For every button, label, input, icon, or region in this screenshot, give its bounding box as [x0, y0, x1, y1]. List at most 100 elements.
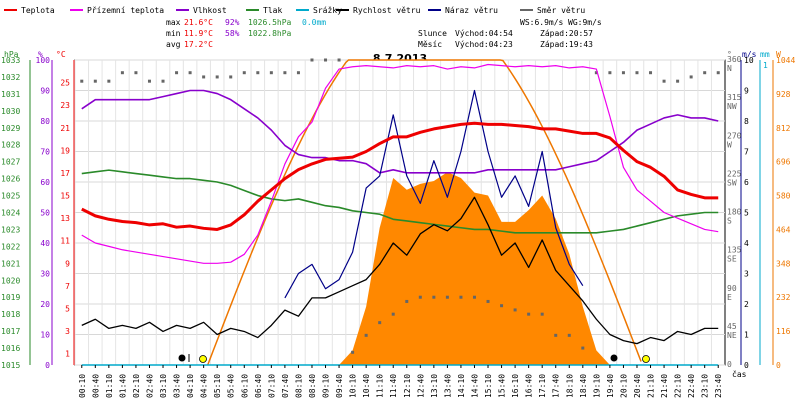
- w-tick-label: 580: [776, 192, 791, 201]
- min-label: min: [166, 29, 181, 38]
- direction-compass-label: S: [727, 217, 732, 226]
- wind-direction-point: [527, 312, 531, 316]
- wind-direction-point: [594, 71, 598, 75]
- x-tick-label: 23:40: [714, 374, 723, 398]
- x-tick-label: 23:10: [701, 374, 710, 398]
- max-label: max: [166, 18, 181, 27]
- x-tick-label: 06:40: [254, 374, 263, 398]
- x-tick-label: 02:10: [132, 374, 141, 398]
- x-tick-label: 19:10: [592, 374, 601, 398]
- hpa-tick-label: 1029: [1, 124, 20, 133]
- x-tick-label: 22:10: [674, 374, 683, 398]
- ms-tick-label: 5: [744, 209, 749, 218]
- wind-direction-point: [649, 71, 653, 75]
- w-tick-label: 232: [776, 293, 791, 302]
- mm-tick-label: 1: [763, 61, 768, 70]
- wind-direction-point: [608, 71, 612, 75]
- hpa-tick-label: 1027: [1, 158, 20, 167]
- x-tick-label: 09:40: [335, 374, 344, 398]
- axis-units: hPa % °C ° m/s mm W čas: [4, 50, 781, 379]
- hpa-tick-label: 1028: [1, 141, 20, 150]
- x-tick-label: 03:10: [159, 374, 168, 398]
- hpa-tick-label: 1020: [1, 276, 20, 285]
- wind-direction-point: [500, 304, 504, 308]
- unit-w: W: [776, 50, 781, 59]
- humidity-line: [81, 89, 719, 174]
- wind-direction-point: [202, 75, 206, 79]
- pct-tick-label: 80: [40, 117, 50, 126]
- wind-direction-point: [310, 58, 314, 62]
- wind-direction-point: [161, 79, 165, 83]
- sunset-marker: [642, 355, 650, 363]
- hpa-tick-label: 1017: [1, 327, 20, 336]
- left-axes: 1015101610171018101910201021102210231024…: [1, 56, 75, 370]
- x-tick-label: 00:10: [78, 374, 87, 398]
- avg-label: avg: [166, 40, 181, 49]
- ms-tick-label: 9: [744, 87, 749, 96]
- solar-area: [81, 172, 719, 365]
- w-tick-label: 348: [776, 259, 791, 268]
- degc-tick-label: 21: [60, 124, 70, 133]
- ms-tick-label: 1: [744, 331, 749, 340]
- direction-compass-label: NW: [727, 102, 737, 111]
- unit-pct: %: [38, 50, 43, 59]
- wind-direction-point: [662, 79, 666, 83]
- ms-tick-label: 0: [744, 361, 749, 370]
- x-tick-label: 11:10: [376, 374, 385, 398]
- wind-direction-point: [215, 75, 219, 79]
- wind-direction-point: [689, 75, 693, 79]
- direction-tick-label: 45: [727, 322, 737, 331]
- x-tick-label: 11:40: [389, 374, 398, 398]
- wind-direction-point: [418, 295, 422, 299]
- wind-direction-point: [540, 312, 544, 316]
- x-tick-label: 17:10: [538, 374, 547, 398]
- w-tick-label: 464: [776, 225, 791, 234]
- degc-tick-label: 1: [65, 350, 70, 359]
- moon-rise: Východ:04:23: [455, 40, 513, 49]
- unit-degc: °C: [56, 50, 66, 59]
- x-tick-label: 22:40: [687, 374, 696, 398]
- x-tick-label: 21:10: [647, 374, 656, 398]
- sunrise-marker: [199, 355, 207, 363]
- wind-direction-point: [703, 71, 707, 75]
- legend-label: Teplota: [21, 6, 55, 15]
- wind-direction-point: [324, 58, 328, 62]
- theoretical-sun-path: [207, 59, 642, 366]
- wind-direction-point: [80, 79, 84, 83]
- min-hum: 58%: [225, 29, 240, 38]
- moonrise-marker: [178, 354, 186, 362]
- wind-direction-point: [716, 71, 720, 75]
- x-tick-label: 07:10: [267, 374, 276, 398]
- pressure-line: [81, 169, 719, 234]
- hpa-tick-label: 1032: [1, 73, 20, 82]
- direction-tick-label: 270: [727, 131, 742, 140]
- hpa-tick-label: 1025: [1, 192, 20, 201]
- wind-direction-point: [459, 295, 463, 299]
- wind-direction-point: [120, 71, 124, 75]
- x-tick-label: 07:40: [281, 374, 290, 398]
- degc-tick-label: 7: [65, 282, 70, 291]
- x-tick-label: 20:40: [633, 374, 642, 398]
- wind-direction-point: [472, 295, 476, 299]
- x-tick-label: 15:40: [498, 374, 507, 398]
- legend-label: Rychlost větru: [353, 6, 421, 15]
- x-tick-label: 12:40: [416, 374, 425, 398]
- x-tick-label: 13:40: [443, 374, 452, 398]
- pct-tick-label: 100: [36, 56, 51, 65]
- pct-tick-label: 0: [45, 361, 50, 370]
- w-tick-label: 1044: [776, 56, 795, 65]
- direction-tick-label: 180: [727, 208, 742, 217]
- unit-hpa: hPa: [4, 50, 19, 59]
- direction-tick-label: 90: [727, 284, 737, 293]
- x-tick-label: 01:10: [105, 374, 114, 398]
- hpa-tick-label: 1033: [1, 56, 20, 65]
- hpa-tick-label: 1024: [1, 209, 20, 218]
- ms-tick-label: 7: [744, 148, 749, 157]
- x-tick-label: 20:10: [619, 374, 628, 398]
- degc-tick-label: 23: [60, 101, 70, 110]
- plot-area: [74, 58, 726, 366]
- direction-compass-label: SW: [727, 178, 737, 187]
- legend-label: Vlhkost: [193, 6, 227, 15]
- x-tick-label: 06:10: [240, 374, 249, 398]
